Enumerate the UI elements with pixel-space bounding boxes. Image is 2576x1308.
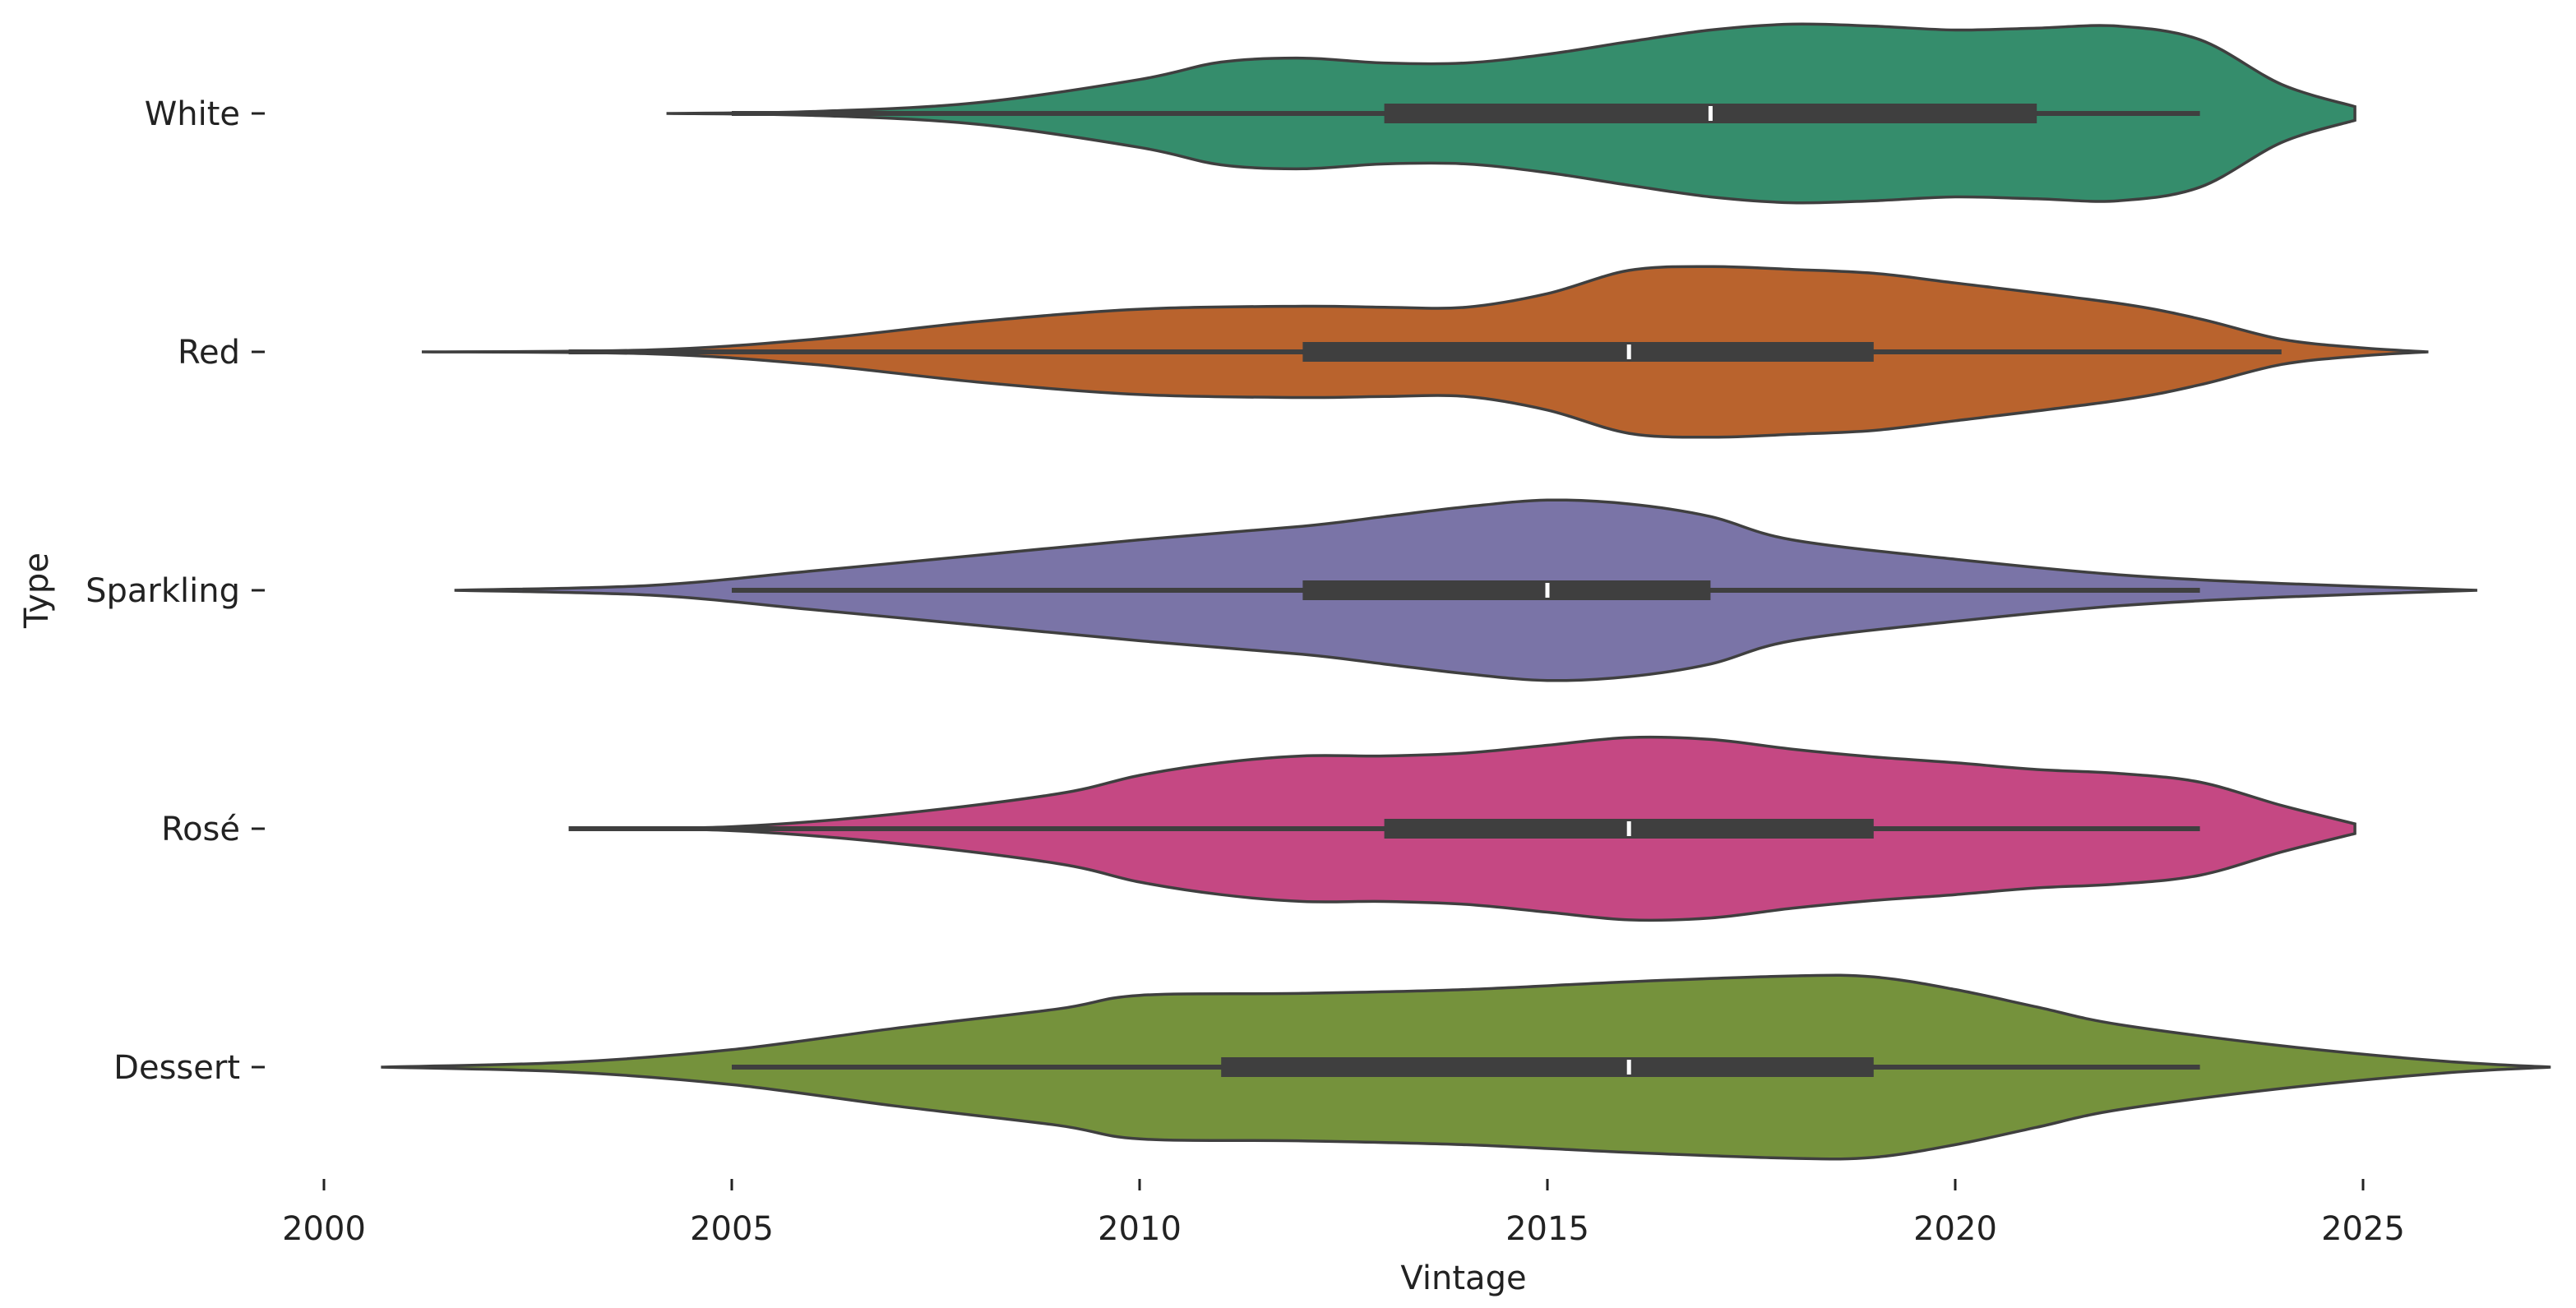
- y-tick-label-red: Red: [178, 334, 240, 372]
- x-tick-label-2005: 2005: [690, 1210, 774, 1248]
- median-sparkling: [1545, 583, 1550, 598]
- x-tick-label-2020: 2020: [1913, 1210, 1997, 1248]
- median-ros: [1626, 821, 1631, 836]
- median-dessert: [1626, 1060, 1631, 1075]
- y-axis-title: Type: [18, 552, 56, 629]
- y-tick-label-dessert: Dessert: [113, 1049, 240, 1087]
- y-tick-label-ros: Rosé: [161, 811, 240, 848]
- x-tick-label-2015: 2015: [1505, 1210, 1589, 1248]
- y-tick-label-sparkling: Sparkling: [86, 572, 240, 610]
- x-axis: 2000 2005 2010 2015 2020 2025: [282, 1179, 2405, 1248]
- x-axis-title: Vintage: [1400, 1259, 1526, 1297]
- median-white: [1708, 106, 1713, 121]
- x-tick-label-2010: 2010: [1098, 1210, 1182, 1248]
- median-red: [1626, 344, 1631, 359]
- y-tick-label-white: White: [145, 95, 240, 133]
- y-axis: White Red Sparkling Rosé Dessert: [86, 95, 265, 1087]
- iqr-box-dessert: [1221, 1057, 1874, 1077]
- violins-layer: [381, 22, 2551, 1161]
- iqr-box-sparkling: [1302, 580, 1711, 600]
- x-tick-label-2000: 2000: [282, 1210, 366, 1248]
- x-tick-label-2025: 2025: [2321, 1210, 2405, 1248]
- iqr-box-red: [1302, 342, 1874, 362]
